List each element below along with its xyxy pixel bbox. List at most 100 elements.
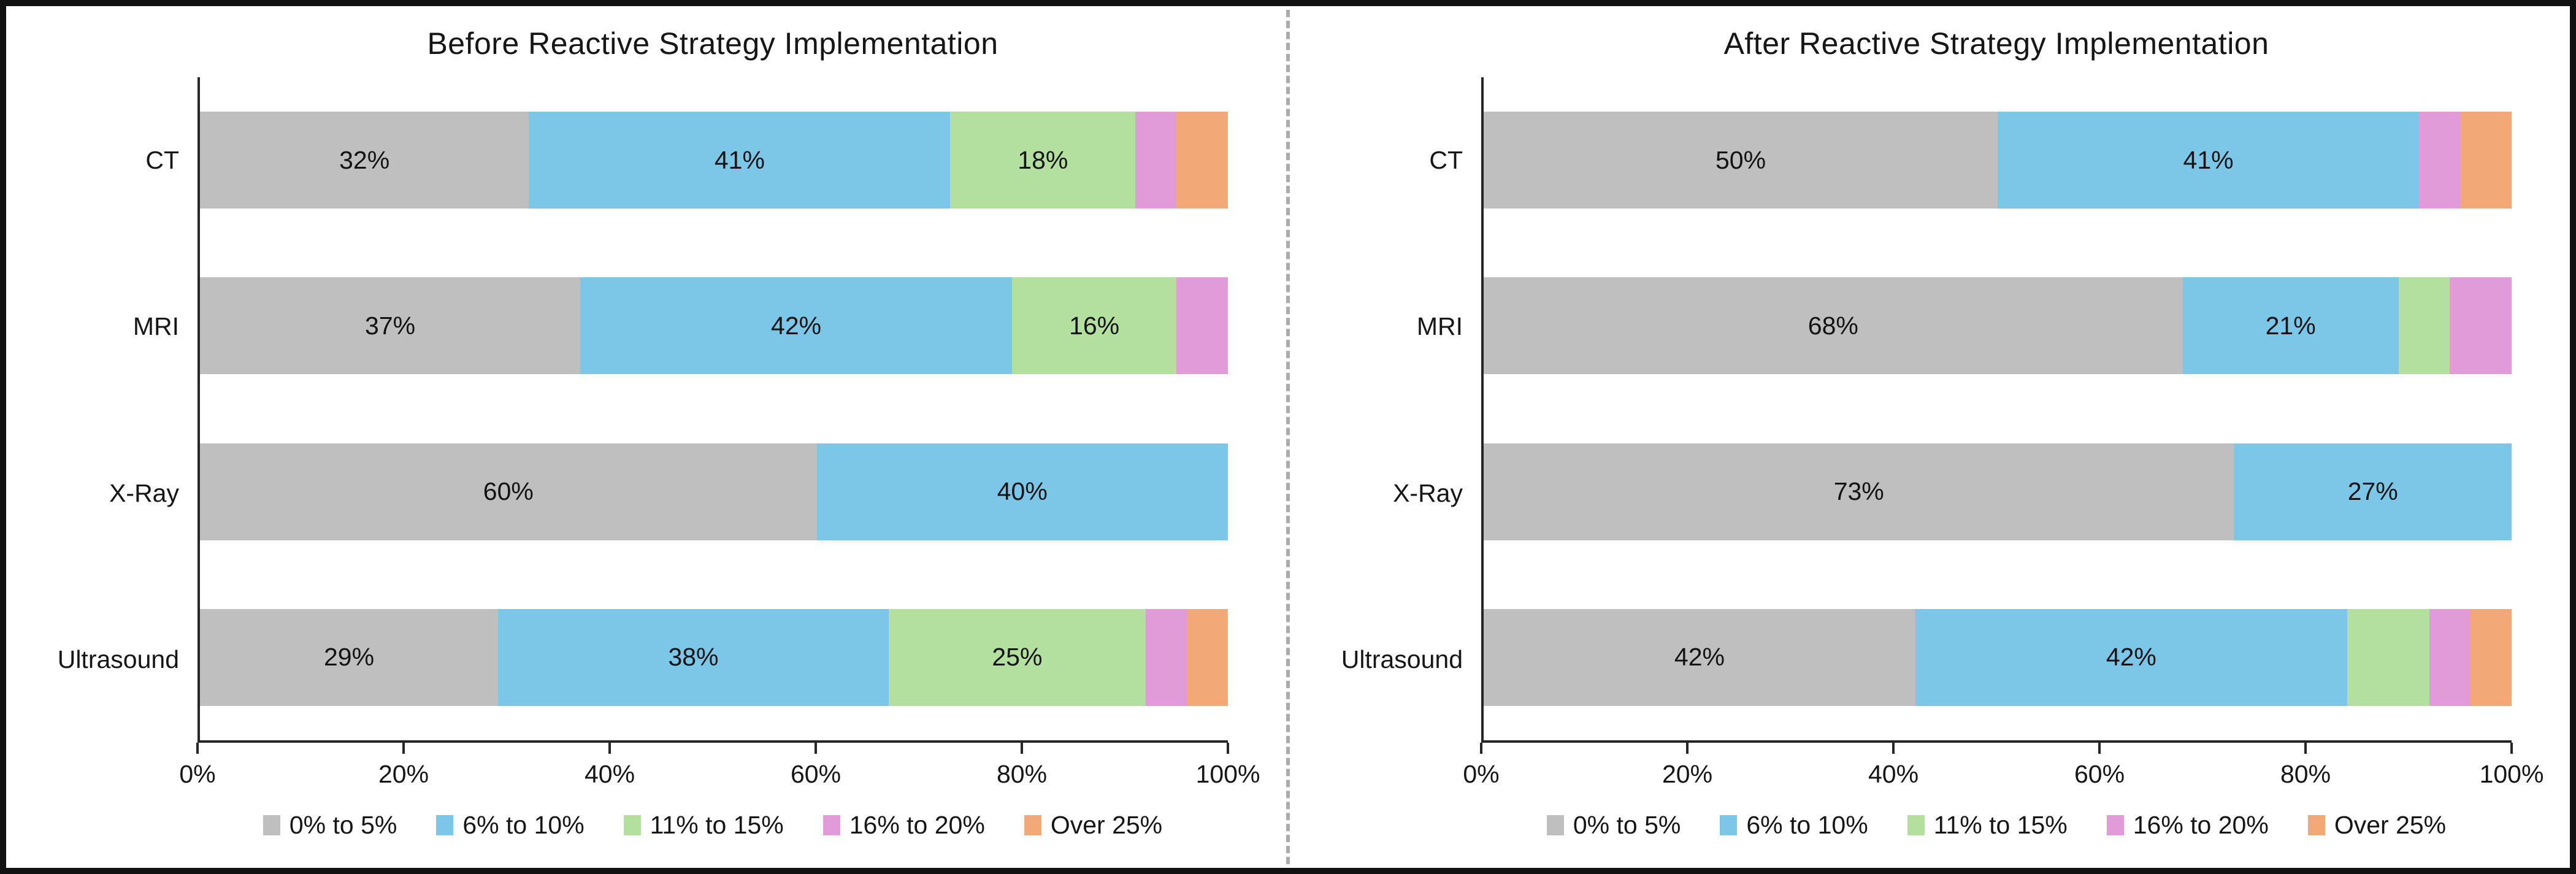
- bar-segment-label: 42%: [2106, 643, 2156, 672]
- bar-track-area: 50% 41% 68% 21% 73% 27% 42% 42%: [1481, 77, 2512, 743]
- legend-swatch: [1720, 815, 1738, 835]
- bar-row: 37% 42% 16%: [200, 243, 1228, 408]
- stacked-bar: 73% 27%: [1484, 443, 2512, 540]
- stacked-bar: 32% 41% 18%: [200, 112, 1228, 209]
- y-axis-category-labels: CT MRI X-Ray Ultrasound: [1297, 77, 1481, 743]
- x-tick-label: 60%: [790, 760, 841, 788]
- bar-segment-label: 42%: [1674, 643, 1725, 672]
- x-axis-tick: [2510, 743, 2513, 754]
- bar-segment: [1176, 277, 1228, 375]
- legend-label: 0% to 5%: [1573, 810, 1681, 839]
- bar-row: 73% 27%: [1484, 409, 2512, 575]
- bar-row: 68% 21%: [1484, 243, 2512, 408]
- bar-segment-label: 38%: [668, 643, 719, 672]
- bar-segment-label: 42%: [771, 311, 822, 340]
- legend-label: 16% to 20%: [2133, 810, 2269, 839]
- legend-item: 11% to 15%: [623, 811, 784, 840]
- category-label: X-Ray: [1393, 478, 1463, 507]
- legend-item: 0% to 5%: [1546, 810, 1681, 840]
- legend-label: Over 25%: [2334, 810, 2447, 839]
- bar-segment: [1186, 608, 1228, 706]
- x-tick-label: 0%: [179, 760, 216, 788]
- stacked-bar: 50% 41%: [1484, 112, 2512, 209]
- bar-segment: [1145, 608, 1187, 706]
- bar-segment: [2347, 608, 2429, 706]
- legend: 0% to 5% 6% to 10% 11% to 15% 16% to 20% Ove…: [1481, 799, 2512, 851]
- bar-segment: 41%: [529, 112, 951, 209]
- stacked-bar: 37% 42% 16%: [200, 277, 1228, 375]
- x-tick-label: 100%: [2479, 760, 2544, 788]
- x-axis-tick: [1227, 743, 1229, 754]
- bar-segment-label: 32%: [339, 145, 390, 174]
- bar-segment-label: 73%: [1833, 477, 1884, 506]
- stacked-bar: 42% 42%: [1484, 608, 2512, 706]
- bar-row: 32% 41% 18%: [200, 77, 1228, 243]
- legend-swatch: [623, 815, 641, 835]
- bar-segment: [2470, 608, 2512, 706]
- legend-item: Over 25%: [1024, 811, 1162, 840]
- bar-segment: [2398, 277, 2450, 375]
- legend-label: 6% to 10%: [1746, 810, 1868, 839]
- bar-segment-label: 16%: [1069, 311, 1120, 340]
- bar-row: 60% 40%: [200, 409, 1228, 575]
- legend-swatch: [1546, 815, 1564, 835]
- bar-segment: 37%: [200, 277, 581, 375]
- bar-segment: [2450, 277, 2512, 375]
- legend-item: 16% to 20%: [822, 810, 985, 840]
- x-axis-tick: [815, 743, 817, 754]
- bar-row: 29% 38% 25%: [200, 575, 1228, 740]
- x-tick-label: 100%: [1195, 760, 1260, 788]
- legend-item: 0% to 5%: [263, 811, 397, 840]
- bar-segment: 32%: [200, 112, 529, 209]
- bar-segment: 42%: [580, 277, 1013, 375]
- bar-segment-label: 41%: [714, 145, 765, 174]
- bar-segment: 73%: [1484, 443, 2234, 540]
- x-axis-tick: [608, 743, 611, 754]
- bar-segment-label: 50%: [1715, 145, 1766, 174]
- y-axis-category-labels: CT MRI X-Ray Ultrasound: [13, 77, 197, 743]
- x-tick-label: 0%: [1463, 760, 1500, 788]
- x-axis-tick: [2098, 743, 2101, 754]
- category-label: MRI: [1416, 312, 1463, 341]
- bar-segment: [2460, 112, 2512, 209]
- x-axis-tick: [196, 743, 199, 754]
- legend-swatch: [436, 815, 454, 835]
- x-axis-tick: [2304, 743, 2307, 754]
- chart-title-before: Before Reactive Strategy Implementation: [427, 26, 999, 61]
- stacked-bar: 60% 40%: [200, 443, 1228, 540]
- bar-track-area: 32% 41% 18% 37% 42% 16% 60% 40% 29% 38% 25%: [197, 77, 1228, 743]
- legend-label: 16% to 20%: [849, 810, 985, 839]
- bar-segment-label: 41%: [2183, 145, 2234, 174]
- x-axis-tick: [1686, 743, 1689, 754]
- bar-segment-label: 27%: [2347, 477, 2398, 506]
- chart-panel-before: Before Reactive Strategy Implementation …: [6, 6, 1286, 868]
- bar-segment: [2429, 608, 2471, 706]
- x-axis-tick: [1480, 743, 1482, 754]
- bar-row: 42% 42%: [1484, 575, 2512, 740]
- category-label: X-Ray: [109, 478, 179, 507]
- bar-segment: 68%: [1484, 277, 2183, 375]
- legend-label: 0% to 5%: [289, 810, 397, 839]
- category-label: CT: [145, 146, 179, 175]
- bar-segment: 16%: [1012, 277, 1177, 375]
- legend-swatch: [263, 815, 280, 835]
- x-tick-label: 20%: [378, 760, 429, 788]
- bar-segment-label: 25%: [992, 643, 1043, 672]
- bar-segment-label: 21%: [2265, 311, 2316, 340]
- bar-segment: 40%: [816, 443, 1228, 540]
- bar-segment: [1135, 112, 1177, 209]
- bar-segment: 42%: [1484, 608, 1915, 706]
- category-label: Ultrasound: [1341, 645, 1463, 673]
- legend-label: 11% to 15%: [1933, 810, 2068, 839]
- legend-swatch: [2307, 815, 2325, 835]
- legend-swatch: [822, 815, 840, 835]
- bar-segment: 50%: [1484, 112, 1998, 209]
- bar-segment: 60%: [200, 443, 817, 540]
- x-tick-label: 60%: [2074, 760, 2125, 788]
- plot-area: CT MRI X-Ray Ultrasound 50% 41% 68% 21% 73% 27% 4…: [1297, 77, 2512, 743]
- bar-segment: 42%: [1915, 608, 2347, 706]
- stacked-bar: 29% 38% 25%: [200, 608, 1228, 706]
- bar-segment: 41%: [1998, 112, 2420, 209]
- legend-label: Over 25%: [1050, 810, 1163, 839]
